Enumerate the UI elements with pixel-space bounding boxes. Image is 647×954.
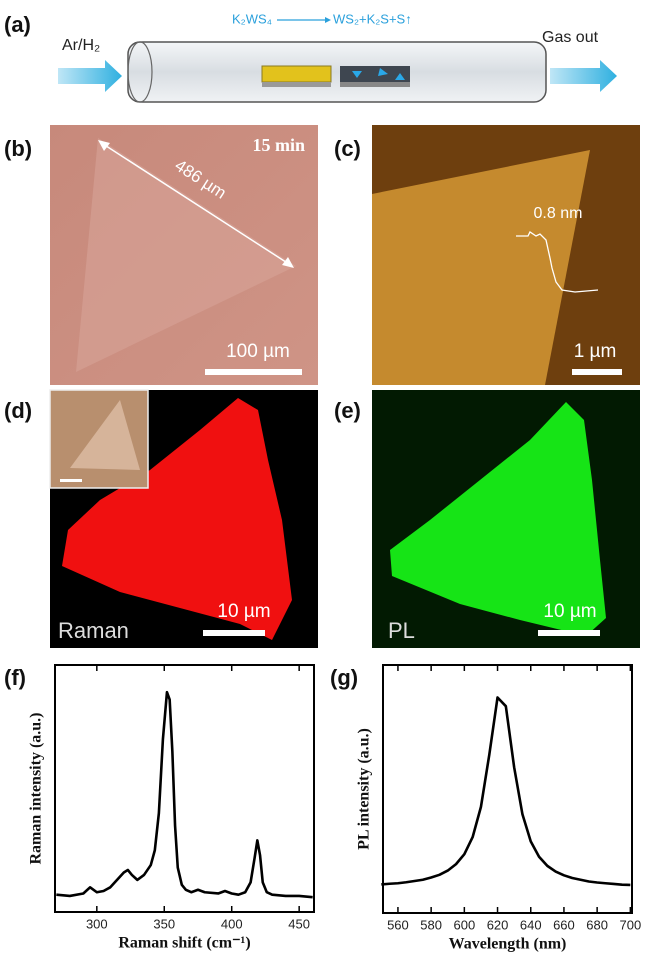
x-axis-title: Wavelength (nm) xyxy=(449,936,567,953)
mode-label: PL xyxy=(388,618,415,643)
panel-label: (g) xyxy=(330,665,358,690)
scale-label: 1 µm xyxy=(574,341,617,362)
scale-label: 100 µm xyxy=(226,341,290,362)
spectrum xyxy=(56,692,312,897)
products: WS₂+K₂S+S↑ xyxy=(333,11,412,26)
scale-label: 10 µm xyxy=(217,601,270,622)
page: {"panels": { "a": {"label": "(a)", "inle… xyxy=(0,0,647,954)
tube xyxy=(128,42,546,102)
y-axis-title: Raman intensity (a.u.) xyxy=(28,712,45,864)
x-tick-label: 640 xyxy=(520,917,542,932)
reaction-arrow-head xyxy=(325,17,331,23)
x-tick-label: 450 xyxy=(288,916,310,931)
plot-frame xyxy=(383,665,632,913)
inlet-arrow xyxy=(58,60,122,92)
outlet-label: Gas out xyxy=(542,29,599,46)
x-tick-label: 600 xyxy=(453,917,475,932)
spectrum xyxy=(381,697,630,884)
x-tick-label: 620 xyxy=(487,917,509,932)
precursor xyxy=(262,66,331,82)
reactant: K₂WS₄ xyxy=(232,11,272,26)
outlet-arrow xyxy=(550,60,617,92)
scale-bar xyxy=(205,369,302,375)
scale-bar xyxy=(572,369,622,375)
x-tick-label: 700 xyxy=(619,917,641,932)
x-axis-title: Raman shift (cm⁻¹) xyxy=(118,935,250,952)
time-label: 15 min xyxy=(252,135,305,155)
panel-label: (b) xyxy=(4,136,32,161)
figure: (a) Ar/H₂ Gas out K₂WS₄ WS₂+K₂S+S↑ (b) 4… xyxy=(0,0,647,954)
x-tick-label: 660 xyxy=(553,917,575,932)
scale-label: 10 µm xyxy=(543,601,596,622)
panel-label: (a) xyxy=(4,12,31,37)
height-label: 0.8 nm xyxy=(534,205,583,222)
scale-bar xyxy=(203,630,265,636)
panel-label: (f) xyxy=(4,665,26,690)
substrate-edge xyxy=(340,82,410,87)
boat xyxy=(262,82,331,87)
scale-bar xyxy=(538,630,600,636)
panel-label: (c) xyxy=(334,136,361,161)
plot-frame xyxy=(55,665,314,912)
inlet-label: Ar/H₂ xyxy=(62,37,100,54)
panel-label: (e) xyxy=(334,398,361,423)
y-axis-title: PL intensity (a.u.) xyxy=(356,728,373,850)
panel-label: (d) xyxy=(4,398,32,423)
x-tick-label: 300 xyxy=(86,916,108,931)
x-tick-label: 400 xyxy=(221,916,243,931)
x-tick-label: 350 xyxy=(153,916,175,931)
inset-scale-bar xyxy=(60,479,82,482)
mode-label: Raman xyxy=(58,618,129,643)
x-tick-label: 560 xyxy=(387,917,409,932)
x-tick-label: 580 xyxy=(420,917,442,932)
x-tick-label: 680 xyxy=(586,917,608,932)
